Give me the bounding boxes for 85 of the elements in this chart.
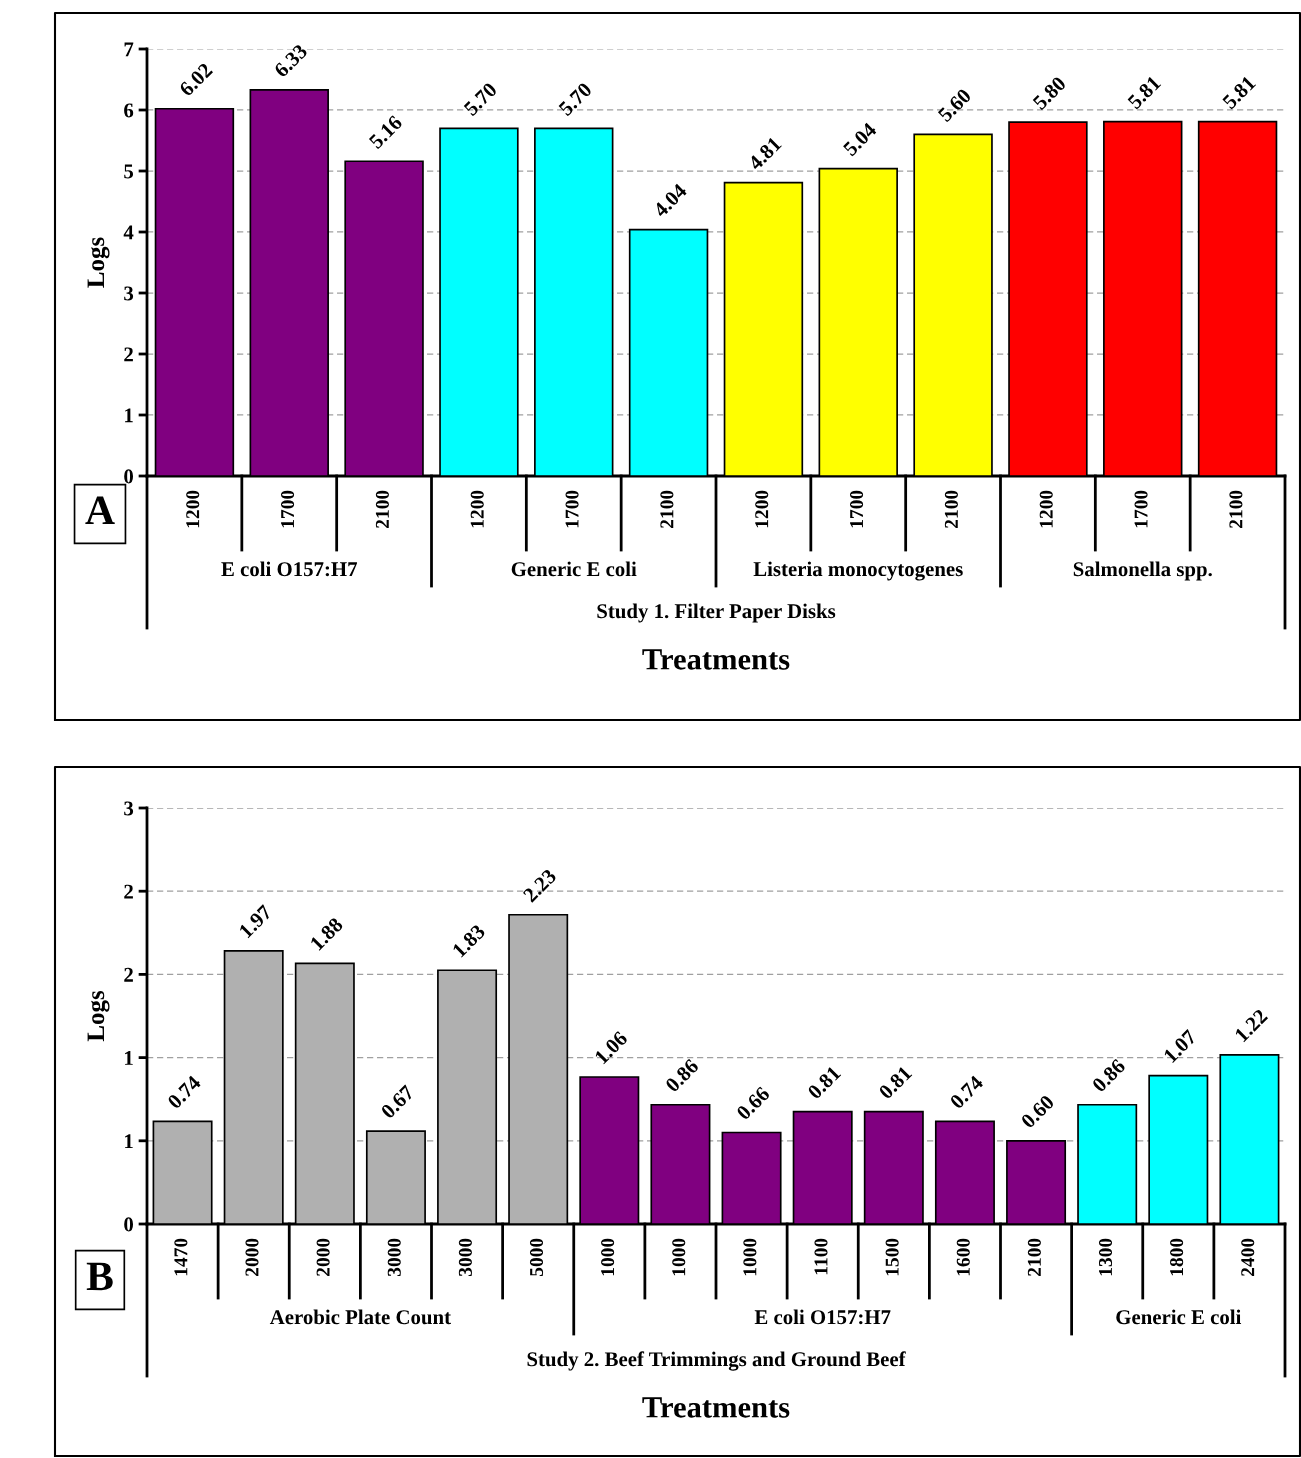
x-tick-label: 2100 xyxy=(944,490,958,528)
text: 5.81 xyxy=(1127,75,1162,110)
x-tick-label: 1700 xyxy=(281,490,295,528)
y-tick-label: 5 xyxy=(124,164,134,179)
text: 1.06 xyxy=(594,1030,629,1065)
text: 5.04 xyxy=(842,121,878,157)
x-tick-label: 1500 xyxy=(885,1238,899,1276)
x-tick-label: 1000 xyxy=(672,1238,686,1276)
text: 1.22 xyxy=(1234,1008,1269,1043)
x-tick-label: 3000 xyxy=(387,1238,401,1277)
text: 1.07 xyxy=(1163,1029,1198,1063)
x-tick-label: 2000 xyxy=(316,1238,330,1276)
text: 4.81 xyxy=(747,136,782,171)
text: 0.60 xyxy=(1020,1094,1055,1129)
y-tick-label: 1 xyxy=(125,1051,133,1065)
text: 5.70 xyxy=(558,81,593,117)
text: 4.04 xyxy=(652,182,688,218)
text: Study 1. Filter Paper Disks xyxy=(597,603,836,623)
x-tick-label: 1470 xyxy=(174,1238,188,1276)
y-tick-label: 3 xyxy=(124,286,134,301)
x-tick-label: 1700 xyxy=(565,490,579,528)
x-tick-label: 2100 xyxy=(1027,1238,1041,1276)
text: 2.23 xyxy=(522,868,558,903)
y-tick-label: 2 xyxy=(124,347,133,362)
text: 0.74 xyxy=(166,1074,202,1110)
y-tick-label: 6 xyxy=(124,103,134,118)
x-tick-label: 1600 xyxy=(956,1238,970,1276)
y-tick-label: 4 xyxy=(123,225,134,240)
text: 5.81 xyxy=(1221,75,1257,110)
text: 0.86 xyxy=(1091,1058,1127,1093)
x-tick-label: 1100 xyxy=(814,1238,828,1275)
y-tick-label: 2 xyxy=(124,967,133,982)
y-tick-label: 7 xyxy=(124,42,134,57)
x-tick-label: 3000 xyxy=(458,1238,472,1277)
text: 0.81 xyxy=(878,1065,913,1100)
y-tick-label: 0 xyxy=(124,1217,134,1232)
x-tick-label: 2400 xyxy=(1241,1238,1255,1276)
text: 0.81 xyxy=(806,1065,842,1100)
text: B xyxy=(86,1262,113,1291)
text: Aerobic Plate Count xyxy=(269,1309,451,1325)
text: 0.86 xyxy=(664,1058,700,1093)
x-axis-title: Treatments xyxy=(642,649,790,670)
x-tick-label: 1200 xyxy=(1039,490,1053,528)
y-axis-title: Logs xyxy=(87,990,110,1042)
text: E coli O157:H7 xyxy=(754,1309,891,1325)
text: Generic E coli xyxy=(511,561,637,577)
text: Salmonella spp. xyxy=(1073,561,1212,581)
x-tick-label: 1300 xyxy=(1098,1238,1113,1276)
text: E coli O157:H7 xyxy=(221,561,358,577)
x-tick-label: 1700 xyxy=(1134,490,1148,528)
text: 5.16 xyxy=(368,114,404,150)
y-tick-label: 3 xyxy=(124,801,134,816)
x-tick-label: 5000 xyxy=(529,1238,544,1276)
text: 0.74 xyxy=(949,1074,984,1110)
text: 1.83 xyxy=(451,923,486,958)
x-tick-label: 2100 xyxy=(660,490,674,528)
text: 5.70 xyxy=(463,81,498,117)
text: Listeria monocytogenes xyxy=(753,561,963,581)
y-axis-title: Logs xyxy=(87,237,110,288)
x-tick-label: 1000 xyxy=(601,1238,615,1276)
x-tick-label: 2000 xyxy=(245,1238,259,1276)
x-axis-title: Treatments xyxy=(642,1397,790,1418)
text: Generic E coli xyxy=(1116,1309,1242,1325)
text: Study 2. Beef Trimmings and Ground Beef xyxy=(527,1351,906,1371)
x-tick-label: 1200 xyxy=(755,490,769,528)
text: 5.80 xyxy=(1032,75,1067,111)
text: 5.60 xyxy=(937,87,972,123)
y-tick-label: 2 xyxy=(124,884,133,899)
y-tick-label: 1 xyxy=(125,1134,133,1149)
text: 6.02 xyxy=(178,62,213,97)
x-tick-label: 1800 xyxy=(1170,1238,1184,1276)
text: 0.66 xyxy=(735,1085,771,1121)
text: 0.67 xyxy=(380,1084,415,1120)
y-tick-label: 1 xyxy=(125,408,133,423)
x-tick-label: 1200 xyxy=(186,490,200,528)
text: 1.88 xyxy=(309,916,344,951)
x-tick-label: 1200 xyxy=(470,490,484,528)
text: 1.97 xyxy=(238,904,273,939)
y-tick-label: 0 xyxy=(124,469,134,484)
x-tick-label: 1700 xyxy=(850,490,864,528)
x-tick-label: 1000 xyxy=(743,1238,757,1276)
text: A xyxy=(85,496,115,525)
text: 6.33 xyxy=(273,43,309,79)
x-tick-label: 2100 xyxy=(375,490,389,528)
x-tick-label: 2100 xyxy=(1229,490,1243,528)
